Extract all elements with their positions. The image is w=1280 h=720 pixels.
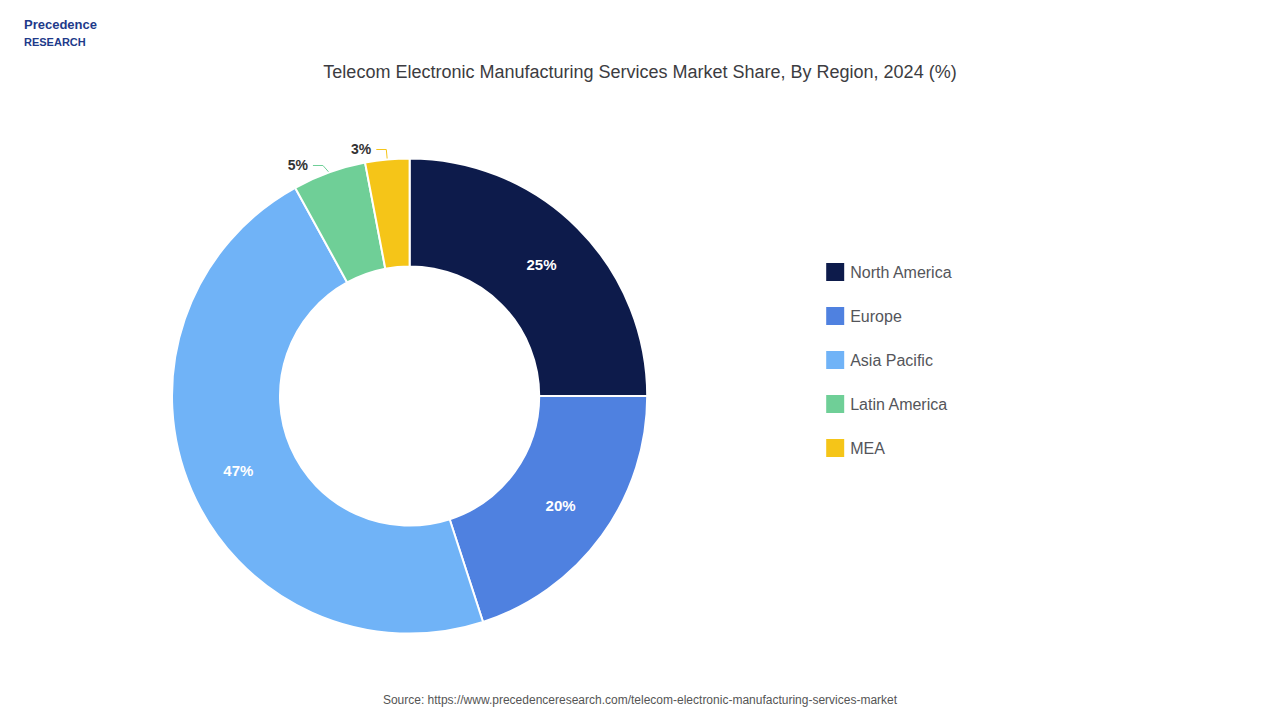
svg-text:47%: 47% xyxy=(223,462,253,479)
svg-text:Precedence: Precedence xyxy=(24,17,97,32)
svg-text:5%: 5% xyxy=(288,157,309,173)
svg-text:RESEARCH: RESEARCH xyxy=(24,36,86,48)
svg-text:MEA: MEA xyxy=(850,440,885,457)
svg-text:3%: 3% xyxy=(351,141,372,157)
svg-text:25%: 25% xyxy=(527,256,557,273)
svg-text:Source: https://www.precedence: Source: https://www.precedenceresearch.c… xyxy=(383,693,898,707)
svg-text:20%: 20% xyxy=(546,497,576,514)
svg-text:Latin America: Latin America xyxy=(850,396,947,413)
svg-text:Telecom Electronic Manufacturi: Telecom Electronic Manufacturing Service… xyxy=(323,62,956,82)
svg-text:Europe: Europe xyxy=(850,308,902,325)
svg-text:North America: North America xyxy=(850,264,951,281)
svg-text:Asia Pacific: Asia Pacific xyxy=(850,352,933,369)
